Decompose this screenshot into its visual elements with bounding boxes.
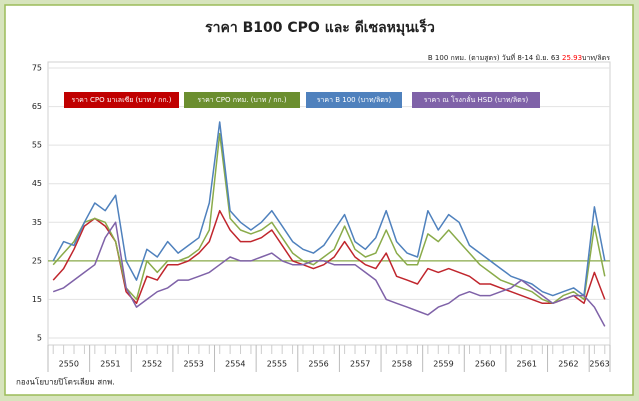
- x-tick-label: 2561: [517, 360, 537, 369]
- series-line: [52, 121, 606, 297]
- legend-swatch: [306, 92, 402, 108]
- x-tick-label: 2562: [558, 360, 578, 369]
- y-tick-label: 25: [32, 256, 42, 265]
- legend-swatch: [184, 92, 300, 108]
- chart-title: ราคา B100 CPO และ ดีเซลหมุนเร็ว: [205, 18, 435, 36]
- x-tick-label: 2553: [184, 360, 204, 369]
- x-tick-label: 2556: [308, 360, 328, 369]
- chart-frame: [4, 4, 634, 396]
- y-tick-label: 45: [32, 179, 42, 188]
- plot-area: [47, 61, 611, 346]
- x-tick-label: 2555: [267, 360, 287, 369]
- x-tick-label: 2558: [392, 360, 412, 369]
- series-line: [52, 209, 606, 305]
- y-tick-label: 5: [37, 334, 42, 343]
- y-tick-label: 15: [32, 295, 42, 304]
- legend-swatch: [64, 92, 179, 108]
- series-line: [52, 221, 606, 327]
- x-tick-label: 2554: [225, 360, 245, 369]
- x-tick-label: 2552: [142, 360, 162, 369]
- x-tick-label: 2551: [100, 360, 120, 369]
- subtitle-text: B 100 กทม. (ตามสูตร) วันที่ 8-14 มิ.ย. 6…: [428, 53, 560, 62]
- subtitle: B 100 กทม. (ตามสูตร) วันที่ 8-14 มิ.ย. 6…: [428, 53, 610, 62]
- y-tick-label: 65: [32, 102, 42, 111]
- x-tick-label: 2560: [475, 360, 495, 369]
- series-line: [52, 132, 606, 305]
- legend-label: ราคา B 100 (บาท/ลิตร): [317, 96, 392, 104]
- y-tick-label: 75: [32, 64, 42, 73]
- x-tick-label: 2550: [59, 360, 79, 369]
- y-tick-label: 35: [32, 218, 42, 227]
- subtitle-unit: บาท/ลิตร: [582, 54, 610, 62]
- y-tick-label: 55: [32, 141, 42, 150]
- x-tick-label: 2557: [350, 360, 370, 369]
- x-tick-label: 2559: [433, 360, 453, 369]
- x-tick-label: 2563: [589, 360, 609, 369]
- subtitle-highlight: 25.93: [562, 54, 582, 62]
- legend-label: ราคา ณ โรงกลั่น HSD (บาท/ลิตร): [424, 95, 529, 104]
- legend-label: ราคา CPO มาเลเซีย (บาท / กก.): [71, 96, 171, 104]
- legend-swatch: [412, 92, 540, 108]
- footer: กองนโยบายปิโตรเลียม สกพ.: [16, 377, 115, 387]
- legend-label: ราคา CPO กทม. (บาท / กก.): [197, 96, 287, 104]
